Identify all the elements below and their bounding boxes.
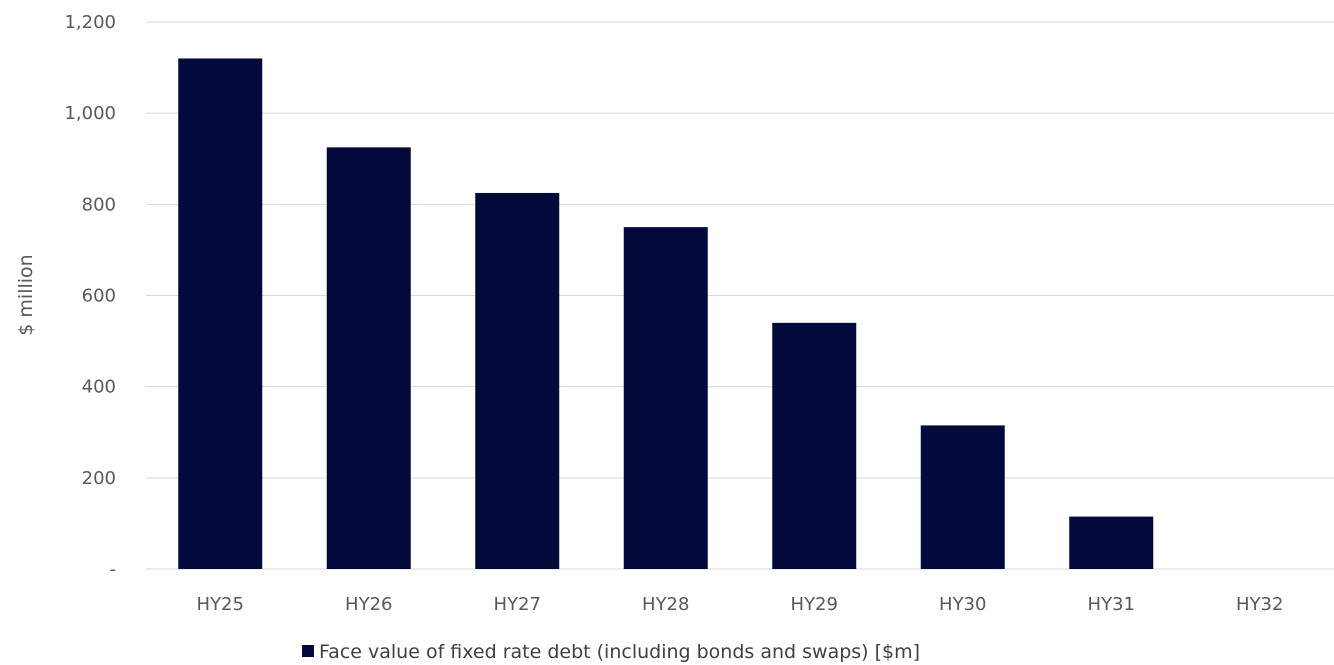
bars bbox=[178, 58, 1154, 569]
x-tick-label: HY27 bbox=[494, 594, 541, 615]
y-axis-ticks: - 200 400 600 800 1,000 1,200 bbox=[64, 12, 116, 580]
y-tick-label: 400 bbox=[82, 377, 116, 398]
legend: Face value of fixed rate debt (including… bbox=[302, 641, 920, 663]
bar-hy31 bbox=[1069, 516, 1154, 569]
y-tick-label: 1,000 bbox=[64, 103, 116, 124]
bar-hy26 bbox=[326, 147, 411, 569]
legend-swatch bbox=[302, 645, 314, 657]
y-tick-label: 800 bbox=[82, 194, 116, 215]
bar-hy29 bbox=[772, 322, 857, 569]
x-tick-label: HY31 bbox=[1088, 594, 1135, 615]
y-tick-label: - bbox=[110, 559, 117, 580]
y-tick-label: 600 bbox=[82, 286, 116, 307]
y-axis-title: $ million bbox=[15, 254, 37, 335]
y-tick-label: 200 bbox=[82, 468, 116, 489]
x-tick-label: HY30 bbox=[939, 594, 986, 615]
x-tick-label: HY32 bbox=[1236, 594, 1283, 615]
bar-hy30 bbox=[920, 425, 1005, 569]
x-tick-label: HY29 bbox=[791, 594, 838, 615]
gridlines bbox=[146, 21, 1334, 570]
legend-label: Face value of fixed rate debt (including… bbox=[319, 641, 920, 663]
y-tick-label: 1,200 bbox=[64, 12, 116, 33]
x-tick-label: HY25 bbox=[197, 594, 244, 615]
bar-hy25 bbox=[178, 58, 263, 569]
x-tick-label: HY26 bbox=[345, 594, 392, 615]
bar-hy27 bbox=[475, 192, 560, 569]
x-axis-ticks: HY25 HY26 HY27 HY28 HY29 HY30 HY31 HY32 bbox=[197, 594, 1284, 615]
x-tick-label: HY28 bbox=[642, 594, 689, 615]
bar-hy28 bbox=[623, 227, 708, 569]
